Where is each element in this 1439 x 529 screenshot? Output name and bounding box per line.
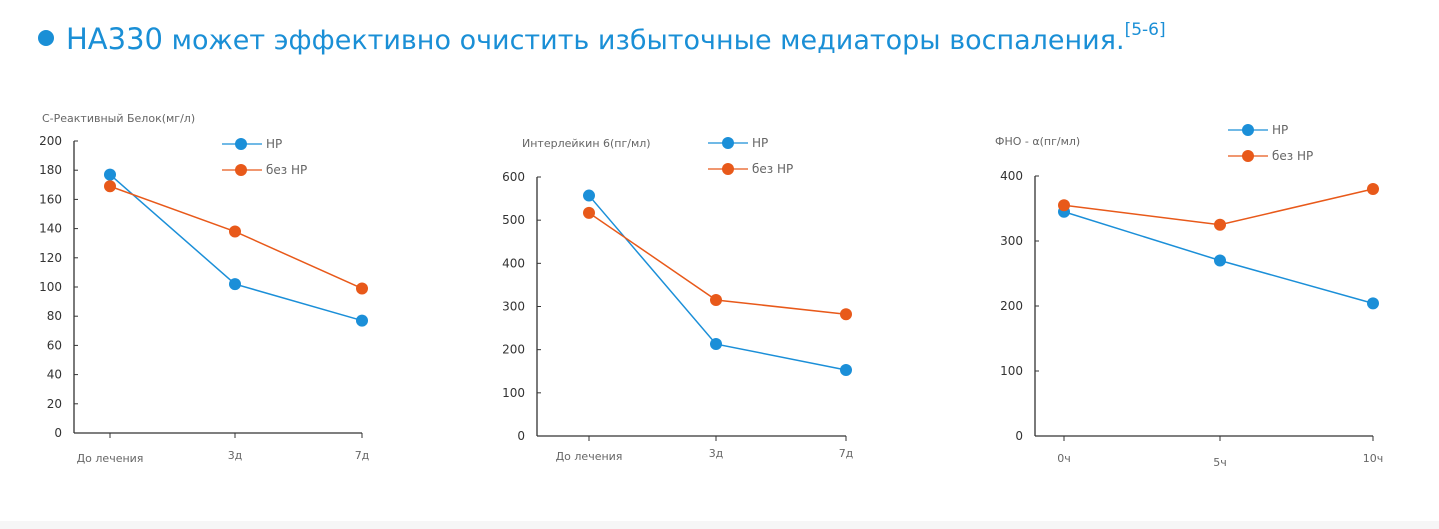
y-tick-label: 120 bbox=[39, 251, 62, 265]
title-text: HA330 может эффективно очистить избыточн… bbox=[66, 20, 1166, 56]
title-highlight: HA330 bbox=[66, 22, 163, 56]
data-point-no-hp bbox=[1058, 199, 1070, 212]
y-tick-label: 40 bbox=[47, 368, 62, 382]
y-tick-label: 100 bbox=[39, 280, 62, 294]
y-tick-label: 140 bbox=[39, 222, 62, 236]
data-point-no-hp bbox=[710, 294, 722, 307]
y-tick-label: 0 bbox=[1015, 429, 1023, 443]
y-tick-label: 400 bbox=[1000, 169, 1023, 183]
y-tick-label: 100 bbox=[502, 386, 525, 400]
data-point-hp bbox=[356, 314, 368, 327]
legend-marker bbox=[1242, 150, 1254, 162]
x-tick-label: До лечения bbox=[77, 452, 144, 465]
x-tick-label: 10ч bbox=[1363, 452, 1384, 465]
legend-label: без HP bbox=[266, 163, 307, 177]
x-tick-label: До лечения bbox=[556, 450, 623, 463]
y-tick-label: 60 bbox=[47, 338, 62, 352]
data-point-no-hp bbox=[1367, 183, 1379, 195]
data-point-no-hp bbox=[356, 282, 368, 295]
y-tick-label: 600 bbox=[502, 170, 525, 184]
x-tick-label: 5ч bbox=[1213, 456, 1227, 469]
legend-label: HP bbox=[266, 137, 282, 151]
bullet-icon bbox=[38, 30, 54, 46]
x-tick-label: 3д bbox=[709, 447, 724, 460]
data-point-hp bbox=[1367, 297, 1379, 310]
y-tick-label: 200 bbox=[39, 134, 62, 148]
data-point-hp bbox=[1214, 254, 1226, 267]
page-title: HA330 может эффективно очистить избыточн… bbox=[38, 20, 1166, 56]
y-tick-label: 160 bbox=[39, 192, 62, 206]
y-tick-label: 300 bbox=[502, 300, 525, 314]
data-point-hp bbox=[840, 363, 852, 376]
y-tick-label: 200 bbox=[1000, 299, 1023, 313]
series-line-hp bbox=[109, 174, 363, 322]
legend-marker bbox=[722, 137, 734, 149]
legend-marker bbox=[235, 164, 247, 176]
data-point-hp bbox=[710, 338, 722, 351]
y-tick-label: 100 bbox=[1000, 364, 1023, 378]
legend-label: без HP bbox=[752, 162, 793, 176]
title-body: может эффективно очистить избыточные мед… bbox=[163, 25, 1125, 56]
title-reference: [5-6] bbox=[1124, 20, 1166, 40]
legend-marker bbox=[235, 138, 247, 150]
y-axis-label: Интерлейкин 6(пг/мл) bbox=[522, 137, 651, 150]
y-tick-label: 0 bbox=[517, 429, 525, 443]
y-axis-label: С-Реактивный Белок(мг/л) bbox=[42, 112, 195, 125]
y-tick-label: 20 bbox=[47, 397, 62, 411]
legend-label: HP bbox=[1272, 123, 1288, 137]
x-tick-label: 3д bbox=[228, 449, 243, 462]
data-point-no-hp bbox=[229, 225, 241, 238]
y-tick-label: 180 bbox=[39, 163, 62, 177]
data-point-hp bbox=[583, 189, 595, 202]
legend-marker bbox=[1242, 124, 1254, 136]
y-tick-label: 200 bbox=[502, 343, 525, 357]
data-point-no-hp bbox=[583, 206, 595, 219]
footer-band bbox=[0, 521, 1439, 529]
y-axis-label: ФНО - α(пг/мл) bbox=[995, 135, 1080, 148]
legend-label: без HP bbox=[1272, 149, 1313, 163]
data-point-hp bbox=[104, 168, 116, 181]
y-tick-label: 300 bbox=[1000, 234, 1023, 248]
y-tick-label: 400 bbox=[502, 256, 525, 270]
data-point-no-hp bbox=[840, 308, 852, 321]
legend-label: HP bbox=[752, 136, 768, 150]
x-tick-label: 7д bbox=[839, 447, 854, 460]
x-tick-label: 7д bbox=[355, 449, 370, 462]
y-tick-label: 500 bbox=[502, 213, 525, 227]
y-tick-label: 80 bbox=[47, 309, 62, 323]
legend-marker bbox=[722, 163, 734, 175]
x-tick-label: 0ч bbox=[1057, 452, 1071, 465]
y-tick-label: 0 bbox=[54, 426, 62, 440]
data-point-no-hp bbox=[1214, 218, 1226, 231]
data-point-hp bbox=[229, 278, 241, 291]
data-point-no-hp bbox=[104, 180, 116, 193]
